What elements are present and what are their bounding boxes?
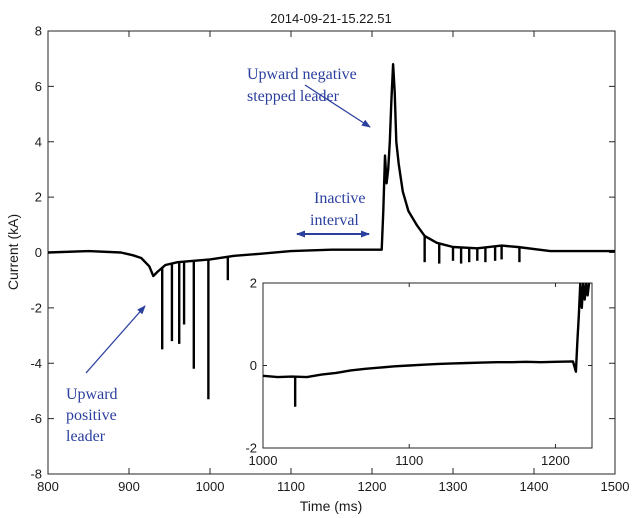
inset-x-tick-label: 1200 <box>541 453 570 468</box>
annotation-negative-leader-arrow <box>304 84 371 128</box>
annotation-negative-leader: Upward negative stepped leader <box>247 66 371 128</box>
main-y-tick-label: 8 <box>35 24 42 39</box>
main-x-tick-label: 1300 <box>439 479 468 494</box>
chart-title: 2014-09-21-15.22.51 <box>270 11 391 26</box>
y-axis-label: Current (kA) <box>5 214 21 290</box>
main-x-tick-label: 1000 <box>196 479 225 494</box>
inset-y-tick-label: 2 <box>250 276 257 291</box>
main-y-tick-label: -8 <box>30 467 42 482</box>
main-y-tick-label: -4 <box>30 356 42 371</box>
main-y-tick-label: 4 <box>35 134 42 149</box>
main-x-tick-label: 1100 <box>277 479 305 494</box>
annotation-negative-leader-line1: Upward negative <box>247 66 357 83</box>
main-y-tick-label: -2 <box>30 300 42 315</box>
inset-current-trace <box>263 283 591 379</box>
annotation-negative-leader-line2: stepped leader <box>247 88 340 105</box>
annotation-positive-leader-line3: leader <box>66 428 106 445</box>
main-x-tick-label: 900 <box>118 479 140 494</box>
annotation-inactive-interval: Inactive interval <box>296 190 370 238</box>
main-series <box>48 62 615 400</box>
annotation-positive-leader: Upward positive leader <box>66 305 146 445</box>
main-y-tick-label: -6 <box>30 411 42 426</box>
inset-y-tick-label: 0 <box>250 358 257 373</box>
main-current-trace <box>48 62 615 278</box>
annotation-inactive-line1: Inactive <box>314 190 366 207</box>
main-y-tick-label: 6 <box>35 79 42 94</box>
main-axis-ticks: 800 900 1000 1100 1200 1300 1400 1500 -8 -6 -4 -2 0 2… <box>30 24 629 495</box>
inset-axis-ticks: 1000 1100 1200 -2 0 2 <box>245 276 592 468</box>
annotation-positive-leader-line2: positive <box>66 407 117 424</box>
inset-y-tick-label: -2 <box>245 441 257 456</box>
main-y-tick-label: 0 <box>35 245 42 260</box>
x-axis-label: Time (ms) <box>300 498 362 514</box>
main-x-tick-label: 1400 <box>520 479 549 494</box>
main-x-tick-label: 800 <box>37 479 59 494</box>
inset-series <box>263 283 591 407</box>
main-y-tick-label: 2 <box>35 190 42 205</box>
inset-x-tick-label: 1000 <box>249 453 278 468</box>
annotation-positive-leader-arrow <box>85 305 146 374</box>
annotation-inactive-line2: interval <box>310 212 359 229</box>
inset-x-tick-label: 1100 <box>395 453 423 468</box>
main-x-tick-label: 1200 <box>358 479 387 494</box>
main-x-tick-label: 1500 <box>601 479 630 494</box>
annotation-positive-leader-line1: Upward <box>66 386 118 403</box>
